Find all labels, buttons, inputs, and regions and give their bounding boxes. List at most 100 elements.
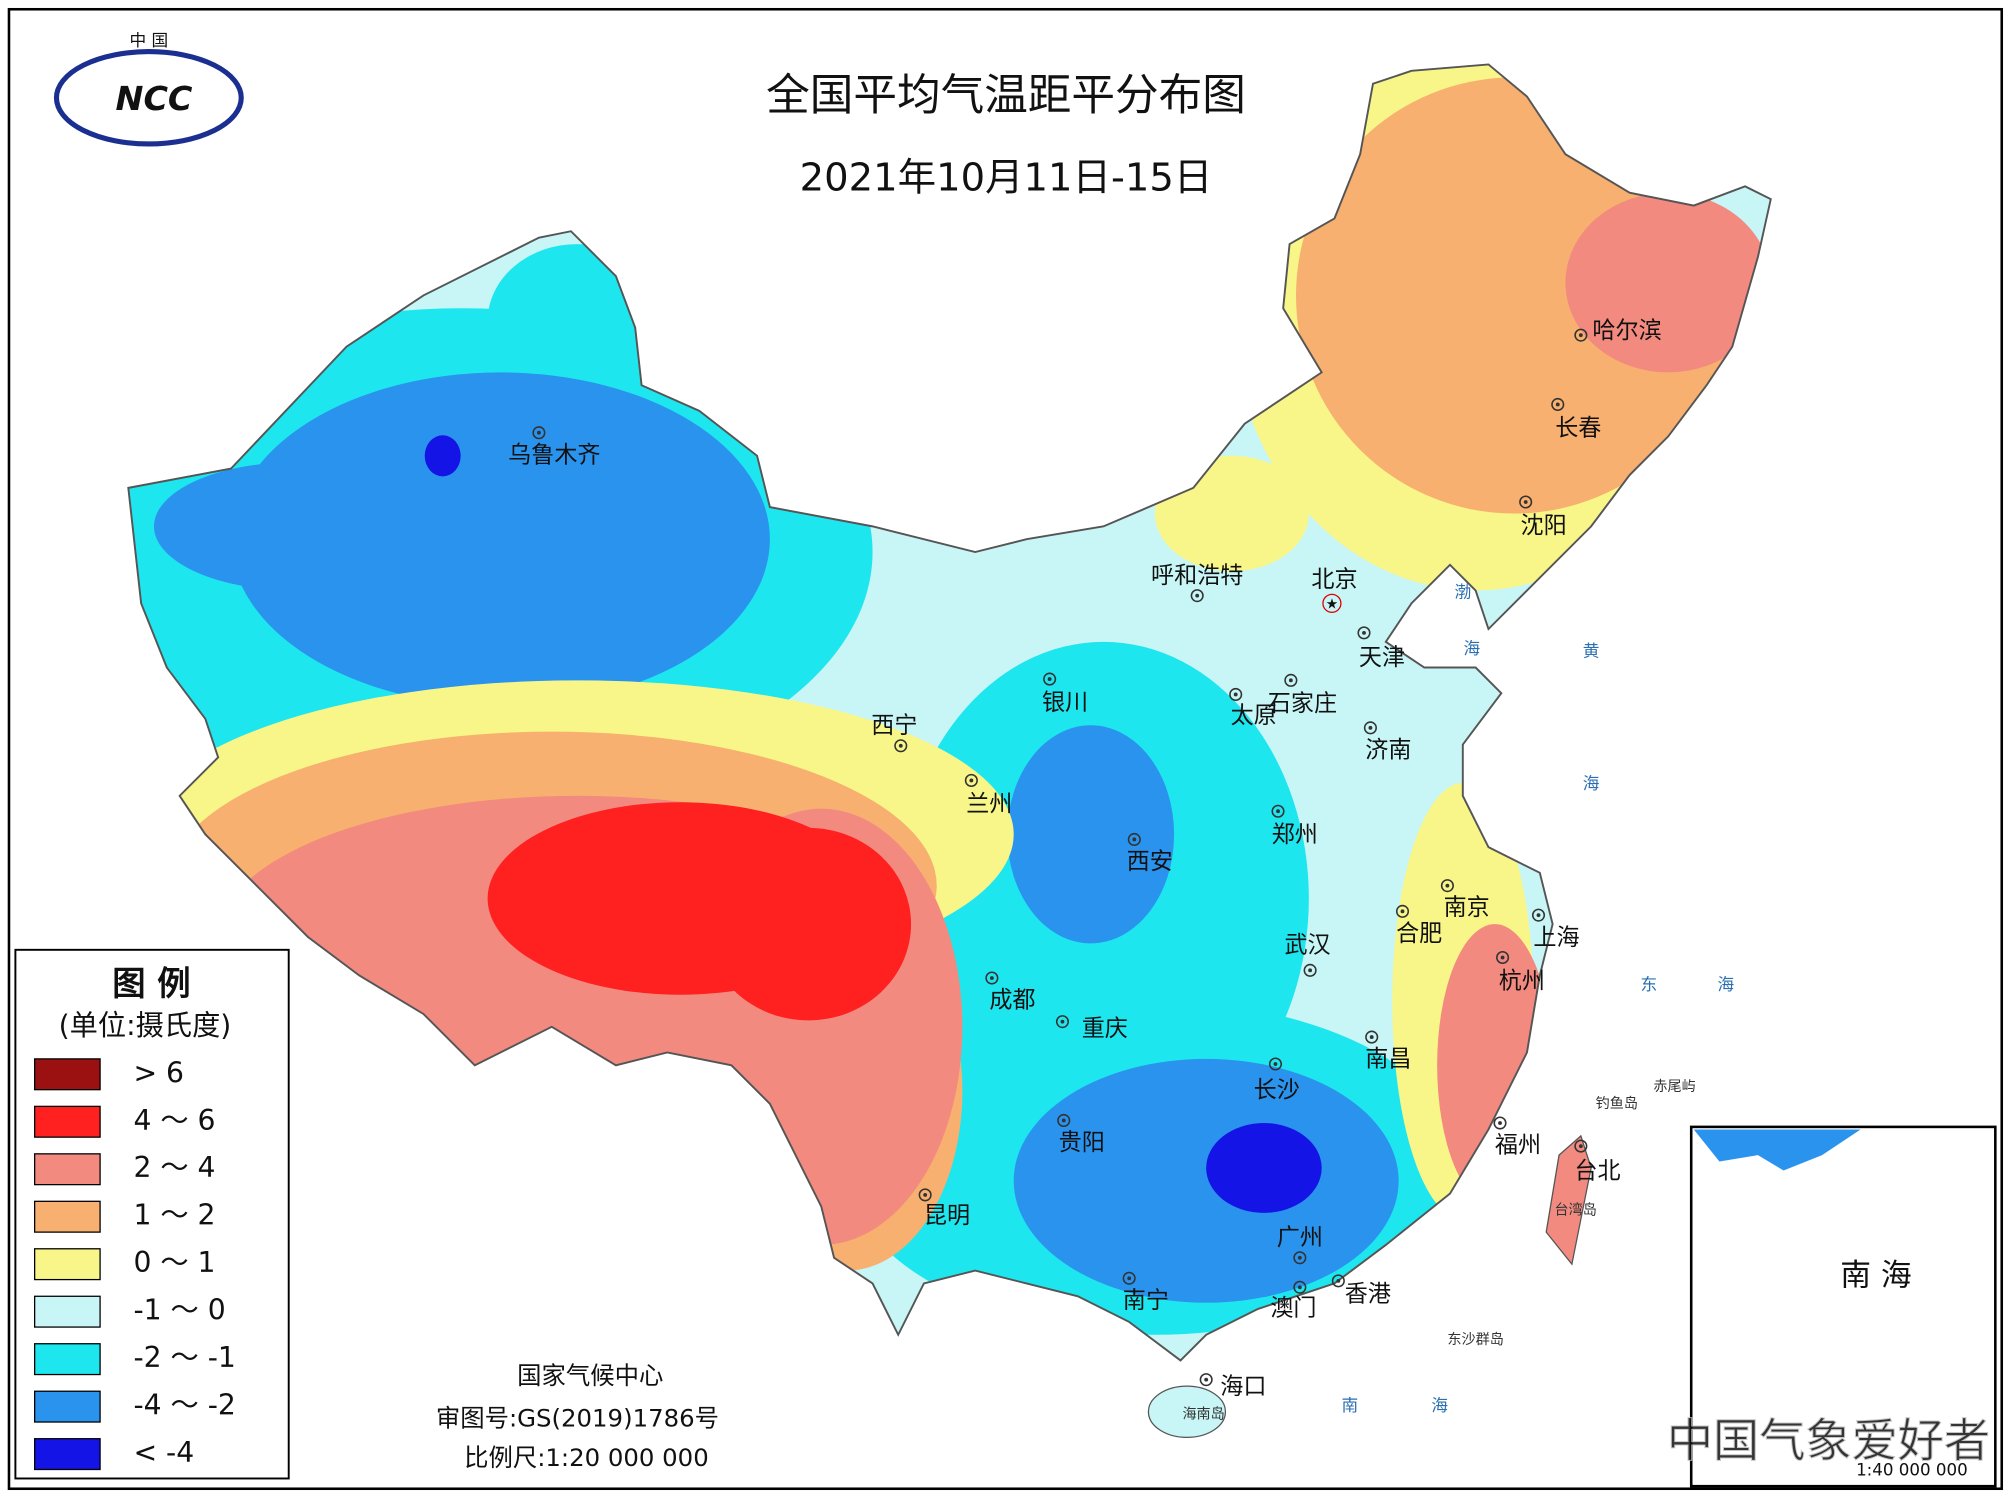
legend-swatch <box>34 1343 101 1376</box>
legend-label: > 6 <box>133 1056 184 1089</box>
city-marker <box>1551 397 1565 412</box>
sea-label: 海 <box>1583 774 1600 793</box>
city-label: 石家庄 <box>1268 691 1337 717</box>
place-label: 钓鱼岛 <box>1596 1095 1638 1112</box>
city-marker <box>1229 687 1243 702</box>
city-label: 海口 <box>1220 1374 1266 1400</box>
city-marker <box>1574 1139 1588 1153</box>
sea-label: 黄 <box>1583 642 1600 661</box>
inset-label: 南 海 <box>1840 1258 1911 1294</box>
city-marker <box>1395 904 1410 918</box>
capital-marker <box>1322 593 1342 613</box>
city-marker-dot <box>1498 1121 1502 1125</box>
sea-label: 渤 <box>1454 583 1471 602</box>
city-marker <box>964 773 978 787</box>
city-marker-dot <box>1400 909 1405 914</box>
legend-title: 图 例 <box>112 964 190 1003</box>
city-label: 广州 <box>1277 1225 1323 1251</box>
legend-swatch <box>34 1438 101 1471</box>
legend-label: 1 ～ 2 <box>133 1199 215 1232</box>
city-marker-dot <box>923 1192 928 1197</box>
sea-label: 海 <box>1431 1396 1448 1415</box>
city-marker <box>1055 1015 1070 1029</box>
city-marker <box>1519 495 1533 509</box>
city-marker <box>1057 1113 1071 1128</box>
legend-swatch <box>34 1390 101 1423</box>
city-label: 合肥 <box>1396 921 1442 947</box>
city-label: 郑州 <box>1272 822 1318 848</box>
logo: 中 国 NCC <box>53 31 244 147</box>
city-label: 兰州 <box>966 791 1012 817</box>
city-marker-dot <box>1336 1278 1341 1283</box>
city-marker <box>1190 589 1204 603</box>
legend-swatch <box>34 1200 101 1233</box>
footer-line: 审图号:GS(2019)1786号 <box>436 1403 719 1432</box>
city-marker <box>1493 1116 1507 1130</box>
city-label: 天津 <box>1359 645 1405 671</box>
inset-land <box>1693 1129 1861 1171</box>
city-marker-dot <box>1060 1019 1065 1024</box>
city-marker <box>1303 963 1317 977</box>
city-label: 台北 <box>1574 1158 1620 1184</box>
city-marker-dot <box>1195 593 1200 598</box>
city-marker <box>1331 1274 1345 1288</box>
city-label: 南昌 <box>1365 1047 1411 1073</box>
city-label: 乌鲁木齐 <box>508 442 600 468</box>
city-label: 武汉 <box>1284 932 1330 958</box>
city-marker-dot <box>1500 955 1505 960</box>
city-label: 福州 <box>1495 1133 1541 1159</box>
city-marker <box>1284 673 1298 687</box>
city-label: 银川 <box>1042 690 1088 716</box>
city-label: 济南 <box>1365 737 1411 763</box>
city-marker-dot <box>1297 1255 1302 1260</box>
place-label: 赤尾屿 <box>1653 1079 1695 1095</box>
city-marker-dot <box>1132 837 1137 842</box>
city-marker <box>918 1188 932 1202</box>
city-label: 西宁 <box>871 713 917 739</box>
capital-star: ★ <box>1326 597 1339 613</box>
city-marker-dot <box>1297 1285 1302 1290</box>
city-label: 昆明 <box>924 1203 970 1229</box>
place-label: 海南岛 <box>1182 1406 1224 1422</box>
legend-label: < -4 <box>133 1436 194 1469</box>
city-marker <box>1127 832 1141 847</box>
city-marker <box>532 426 546 440</box>
place-label: 东沙群岛 <box>1447 1332 1503 1348</box>
city-marker <box>1271 804 1285 818</box>
hainan <box>1147 1385 1227 1439</box>
legend-swatch <box>34 1248 101 1281</box>
city-marker-dot <box>1536 913 1541 918</box>
legend-swatch <box>34 1295 101 1328</box>
city-marker <box>1440 879 1454 893</box>
city-marker <box>894 739 908 753</box>
city-marker <box>1531 908 1546 922</box>
city-label: 重庆 <box>1082 1016 1128 1042</box>
city-label: 太原 <box>1231 703 1277 729</box>
city-marker-dot <box>1047 677 1052 681</box>
city-marker <box>1357 626 1371 640</box>
city-marker-dot <box>1273 1062 1278 1066</box>
footer-line: 国家气候中心 <box>517 1361 663 1390</box>
legend-label: -1 ～ 0 <box>133 1294 225 1327</box>
city-marker <box>1365 1030 1379 1044</box>
legend-swatch <box>34 1153 101 1186</box>
inset-box <box>1689 1125 1997 1488</box>
city-marker-dot <box>1127 1276 1132 1281</box>
place-label: 台湾岛 <box>1555 1201 1597 1218</box>
city-marker-dot <box>1288 678 1293 683</box>
city-label: 长沙 <box>1254 1077 1300 1103</box>
city-marker <box>1363 721 1377 735</box>
city-marker-dot <box>1578 333 1583 338</box>
taiwan <box>1545 1134 1592 1266</box>
inset-scale: 1:40 000 000 <box>1856 1460 1968 1479</box>
city-marker <box>1043 672 1057 686</box>
legend-label: -4 ～ -2 <box>133 1389 235 1422</box>
city-label: 澳门 <box>1270 1296 1316 1322</box>
city-label: 哈尔滨 <box>1592 318 1661 344</box>
sea-label: 东 <box>1641 975 1658 994</box>
sea-label: 海 <box>1463 639 1480 658</box>
city-marker-dot <box>1233 692 1238 697</box>
legend-label: 4 ～ 6 <box>133 1104 215 1137</box>
logo-top: 中 国 <box>130 31 169 50</box>
city-marker <box>1293 1251 1307 1265</box>
